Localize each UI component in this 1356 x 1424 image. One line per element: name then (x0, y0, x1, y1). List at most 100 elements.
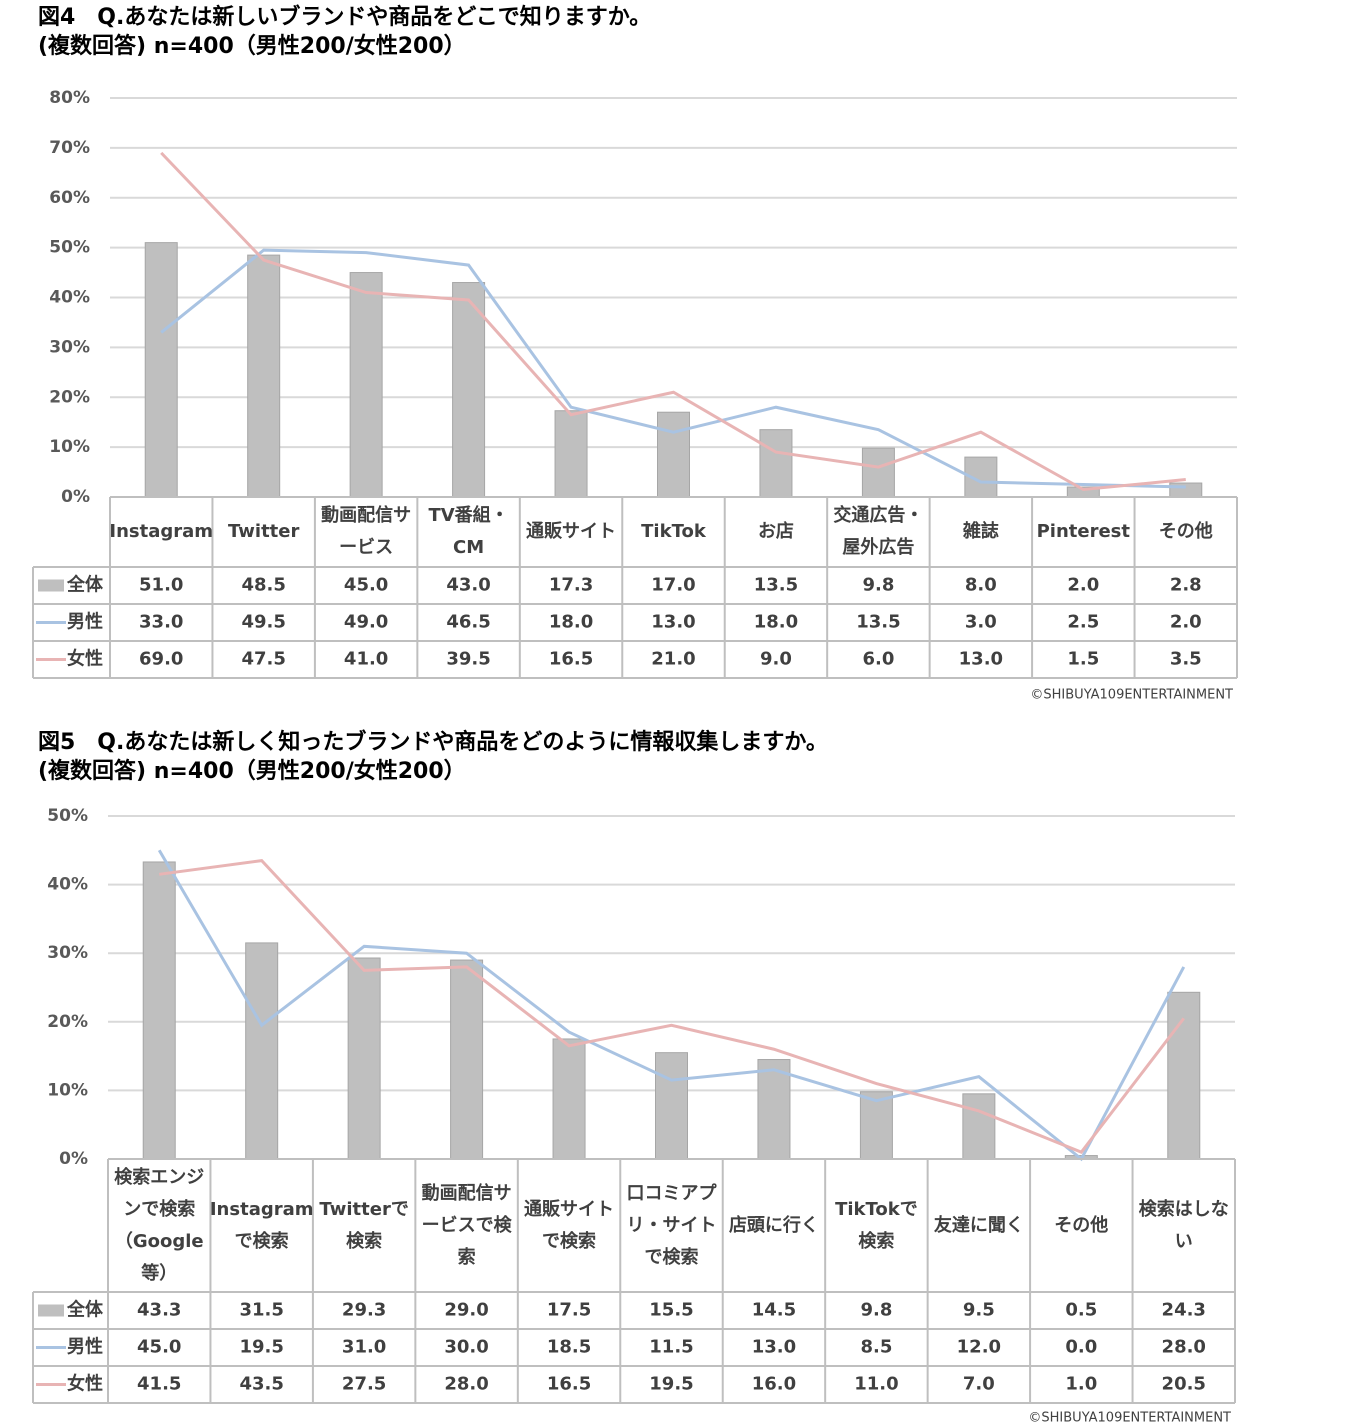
value-label: 69.0 (139, 649, 183, 670)
y-tick-label: 50% (49, 238, 90, 258)
category-cell: その他 (1159, 521, 1213, 542)
category-cell: Twitter (228, 521, 299, 542)
bar (1167, 991, 1201, 1160)
line (159, 859, 1185, 1154)
category-label: 検索エンジンで検索（Google等） (114, 1166, 205, 1284)
y-tick-label: 10% (49, 437, 90, 457)
value-label: 24.3 (1162, 1300, 1206, 1321)
chart-subtitle: (複数回答) n=400（男性200/女性200） (38, 758, 466, 784)
y-tick-label: 50% (47, 806, 88, 826)
value-label: 48.5 (241, 575, 285, 596)
value-label: 51.0 (139, 575, 183, 596)
category-cell: 動画配信サービスで検索 (421, 1182, 512, 1268)
value-label: 6.0 (862, 649, 894, 670)
y-tick-label: 30% (49, 337, 90, 357)
category-cell: Instagramで検索 (210, 1199, 312, 1252)
legend-label: 全体 (66, 574, 104, 596)
value-label: 39.5 (446, 649, 490, 670)
credit: ©SHIBUYA109ENTERTAINMENT (1030, 688, 1233, 703)
category-cell: お店 (758, 521, 794, 542)
value-label: 49.0 (344, 612, 388, 633)
bar (657, 411, 690, 498)
category-label: Pinterest (1036, 521, 1130, 542)
value-label: 16.5 (547, 1374, 591, 1395)
value-label: 13.0 (651, 612, 695, 633)
legend-swatch (38, 579, 64, 592)
category-cell: 通販サイトで検索 (524, 1199, 614, 1252)
value-label: 1.5 (1067, 649, 1099, 670)
value-label: 33.0 (139, 612, 183, 633)
bar (757, 1059, 791, 1160)
y-tick-label: 20% (49, 387, 90, 407)
value-label: 9.5 (963, 1300, 995, 1321)
y-tick-label: 0% (61, 487, 90, 507)
category-label: 通販サイト (526, 521, 617, 542)
bar (245, 942, 279, 1160)
category-label: Instagram (110, 521, 213, 542)
bar (142, 861, 176, 1160)
value-label: 31.5 (239, 1300, 283, 1321)
credit: ©SHIBUYA109ENTERTAINMENT (1028, 1411, 1231, 1424)
y-tick-label: 80% (49, 88, 90, 108)
category-cell: TikTokで検索 (835, 1198, 918, 1252)
bar (450, 959, 484, 1160)
value-label: 45.0 (137, 1337, 181, 1358)
value-label: 18.0 (754, 612, 798, 633)
value-label: 31.0 (342, 1337, 386, 1358)
value-label: 17.0 (651, 575, 695, 596)
value-label: 11.0 (854, 1374, 898, 1395)
value-label: 8.5 (860, 1337, 892, 1358)
category-label: TV番組・CM (428, 505, 509, 558)
value-label: 9.8 (860, 1300, 892, 1321)
category-cell: 口コミアプリ・サイトで検索 (626, 1183, 716, 1268)
value-label: 45.0 (344, 575, 388, 596)
chart-title: 図4 Q.あなたは新しいブランドや商品をどこで知りますか。 (38, 4, 651, 30)
category-label: 動画配信サービスで検索 (421, 1182, 512, 1268)
value-label: 2.8 (1170, 575, 1202, 596)
value-label: 28.0 (1162, 1337, 1206, 1358)
category-label: TikTokで検索 (835, 1198, 918, 1252)
category-cell: Instagram (110, 521, 213, 542)
value-label: 0.5 (1065, 1300, 1097, 1321)
bar (861, 447, 895, 498)
category-cell: その他 (1054, 1214, 1109, 1236)
value-label: 7.0 (963, 1374, 995, 1395)
value-label: 19.5 (239, 1337, 283, 1358)
bar (1169, 482, 1203, 498)
value-label: 12.0 (957, 1337, 1001, 1358)
category-cell: 交通広告・屋外広告 (833, 505, 923, 558)
category-label: TikTok (641, 521, 706, 542)
value-label: 14.5 (752, 1300, 796, 1321)
value-label: 19.5 (649, 1374, 693, 1395)
y-tick-label: 30% (47, 943, 88, 963)
value-label: 17.3 (549, 575, 593, 596)
category-cell: TV番組・CM (428, 505, 509, 558)
value-label: 43.5 (239, 1374, 283, 1395)
value-label: 20.5 (1162, 1374, 1206, 1395)
category-label: 動画配信サービス (321, 505, 412, 558)
bar (552, 1038, 586, 1160)
legend-swatch (38, 1304, 64, 1317)
value-label: 27.5 (342, 1374, 386, 1395)
bar (452, 282, 486, 498)
chart-title: 図5 Q.あなたは新しく知ったブランドや商品をどのように情報収集しますか。 (38, 729, 828, 755)
bar (554, 410, 588, 498)
value-label: 13.0 (752, 1337, 796, 1358)
value-label: 15.5 (649, 1300, 693, 1321)
category-label: その他 (1054, 1214, 1109, 1236)
value-label: 43.3 (137, 1300, 181, 1321)
category-cell: 検索エンジンで検索（Google等） (114, 1166, 205, 1284)
legend-label: 男性 (67, 1336, 103, 1358)
value-label: 47.5 (241, 649, 285, 670)
y-tick-label: 20% (47, 1012, 88, 1032)
line (157, 849, 1186, 1162)
category-cell: 動画配信サービス (321, 505, 412, 558)
category-cell: TikTok (641, 521, 706, 542)
chart-subtitle: (複数回答) n=400（男性200/女性200） (38, 33, 466, 59)
value-label: 18.0 (549, 612, 593, 633)
bar (349, 272, 383, 498)
value-label: 29.0 (444, 1300, 488, 1321)
value-label: 43.0 (446, 575, 490, 596)
value-label: 1.0 (1065, 1374, 1097, 1395)
